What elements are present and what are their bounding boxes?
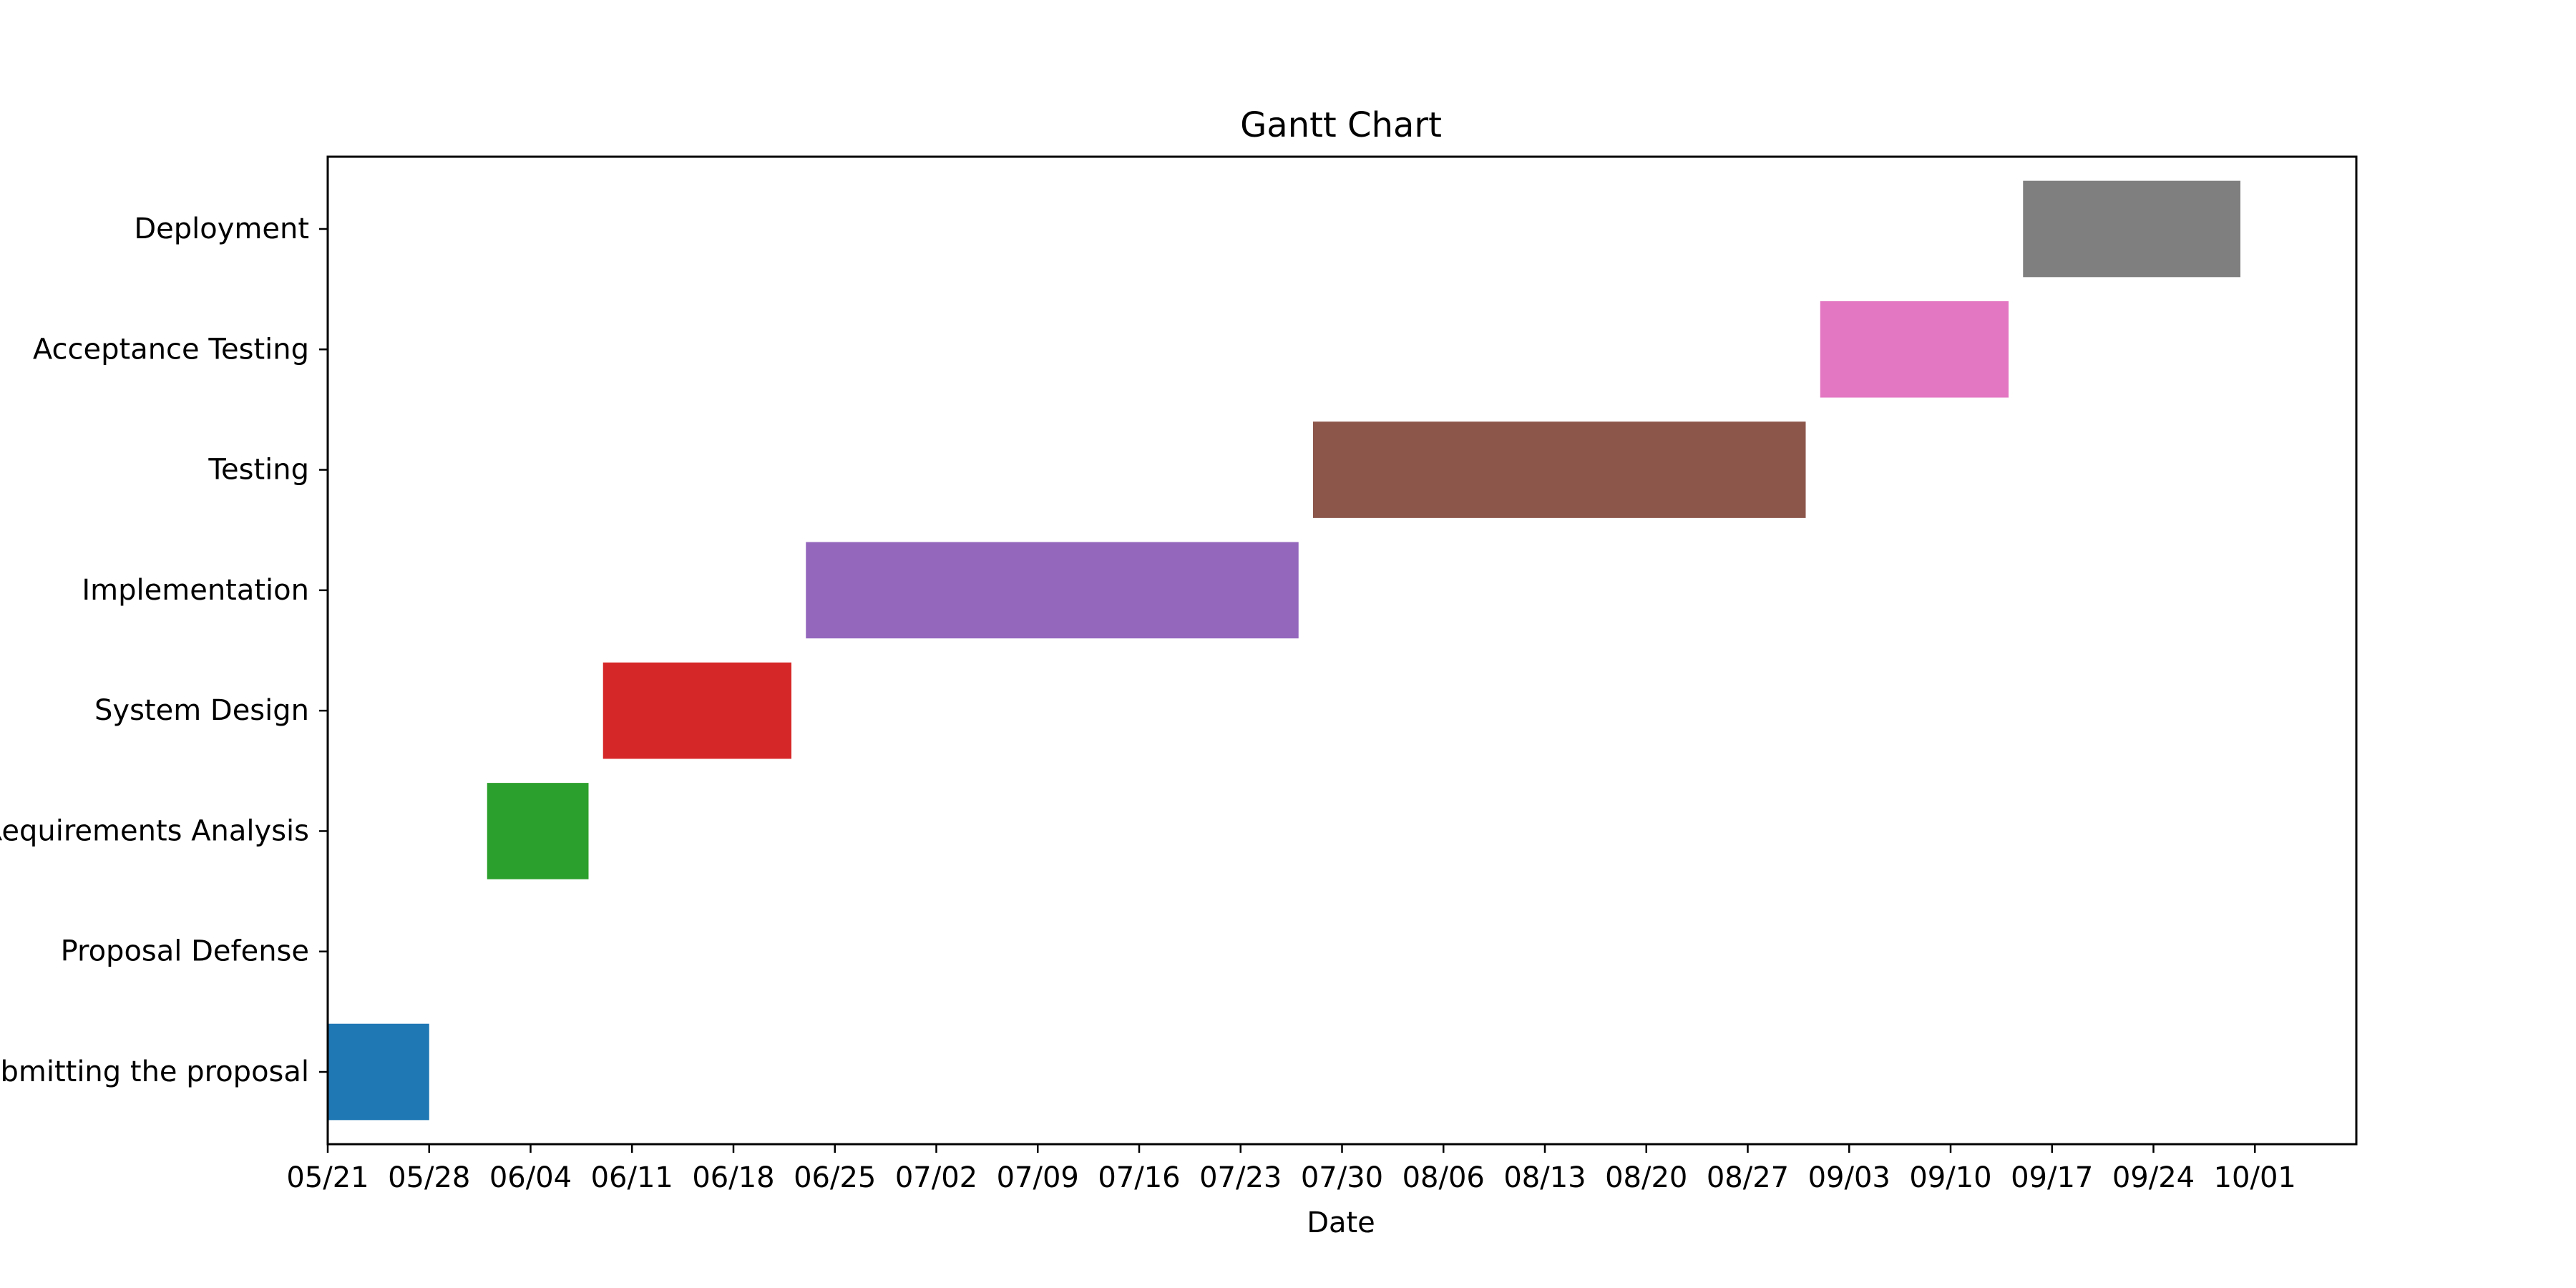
x-tick-label: 07/09 xyxy=(997,1161,1079,1194)
y-tick-label: Deployment xyxy=(134,213,309,245)
task-bar xyxy=(1313,421,1806,518)
plot-frame xyxy=(326,155,2358,1146)
y-tick-label: Submitting the proposal xyxy=(0,1055,309,1088)
x-tick-label: 05/21 xyxy=(286,1161,369,1194)
x-tick-label: 06/11 xyxy=(591,1161,673,1194)
y-tick-label: System Design xyxy=(94,694,309,727)
x-tick-label: 08/20 xyxy=(1605,1161,1687,1194)
x-tick-label: 09/24 xyxy=(2112,1161,2195,1194)
x-tick-label: 07/16 xyxy=(1098,1161,1180,1194)
x-tick-label: 09/10 xyxy=(1909,1161,1991,1194)
x-tick-label: 07/30 xyxy=(1301,1161,1383,1194)
x-tick-label: 06/18 xyxy=(692,1161,774,1194)
x-axis: 05/21 05/28 06/04 06/11 06/18 06/25 07/02 07/09… xyxy=(286,1144,2296,1194)
chart-title: Gantt Chart xyxy=(1240,105,1442,145)
y-tick-label: Proposal Defense xyxy=(61,935,309,968)
y-tick-label: Implementation xyxy=(82,574,309,607)
task-bar xyxy=(1820,301,2009,398)
y-tick-label: Acceptance Testing xyxy=(33,333,309,366)
y-axis: Submitting the proposal Proposal Defense R… xyxy=(0,213,328,1088)
x-tick-label: 08/27 xyxy=(1707,1161,1789,1194)
x-tick-label: 10/01 xyxy=(2214,1161,2296,1194)
x-tick-label: 05/28 xyxy=(388,1161,470,1194)
task-bar xyxy=(602,662,791,759)
plot-area xyxy=(328,180,2240,1121)
x-tick-label: 07/02 xyxy=(895,1161,977,1194)
x-tick-label: 07/23 xyxy=(1199,1161,1282,1194)
task-bar xyxy=(2023,180,2240,278)
x-tick-label: 06/04 xyxy=(489,1161,572,1194)
x-tick-label: 09/03 xyxy=(1808,1161,1890,1194)
y-tick-label: Testing xyxy=(208,454,309,487)
x-tick-label: 06/25 xyxy=(794,1161,876,1194)
x-tick-label: 08/13 xyxy=(1503,1161,1586,1194)
task-bar xyxy=(487,783,589,879)
y-tick-label: Requirements Analysis xyxy=(0,814,309,847)
x-axis-label: Date xyxy=(1307,1206,1375,1239)
x-tick-label: 08/06 xyxy=(1402,1161,1485,1194)
x-tick-label: 09/17 xyxy=(2011,1161,2093,1194)
task-bar xyxy=(806,542,1299,639)
task-bar xyxy=(328,1023,429,1121)
